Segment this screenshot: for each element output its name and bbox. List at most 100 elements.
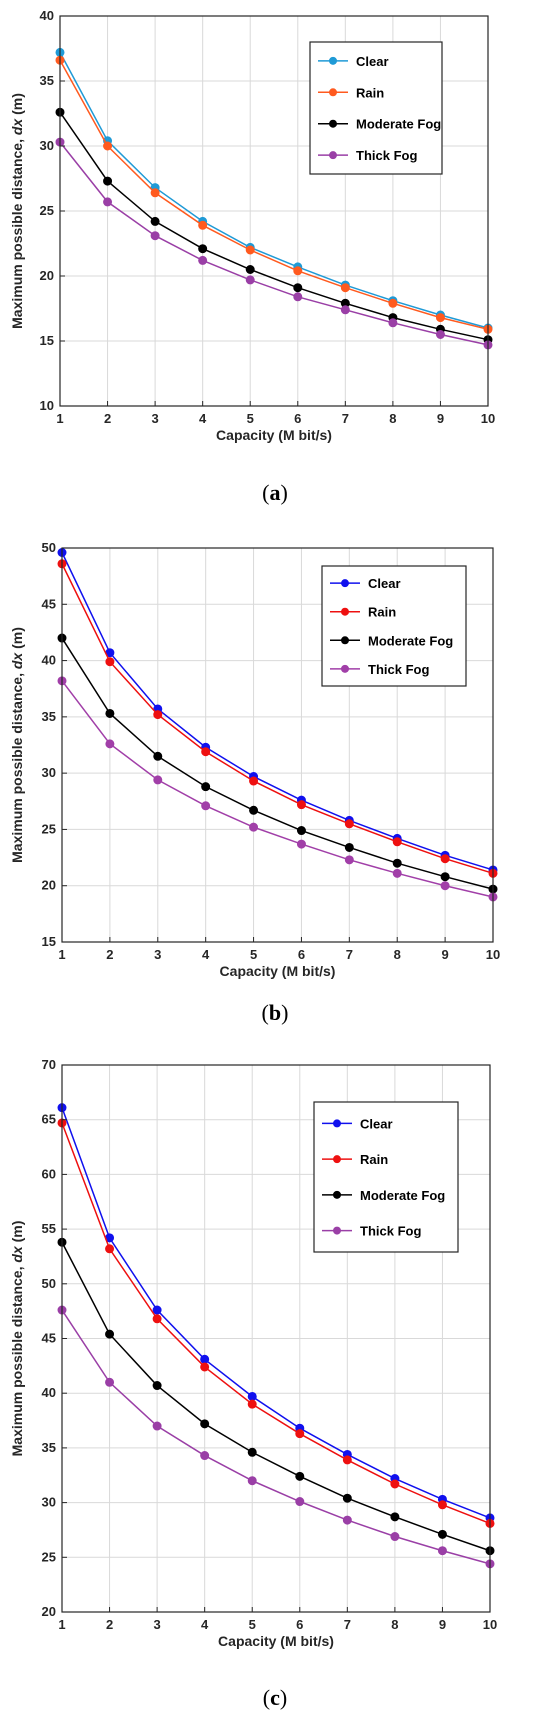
data-point xyxy=(201,801,211,811)
data-point xyxy=(249,805,259,815)
y-tick-label: 15 xyxy=(40,333,54,348)
data-point xyxy=(103,176,113,186)
data-point xyxy=(296,839,306,849)
data-point xyxy=(293,283,303,293)
series-line-clear xyxy=(61,552,494,871)
x-tick-label: 6 xyxy=(294,411,301,426)
y-tick-label: 60 xyxy=(42,1166,56,1181)
data-point xyxy=(200,1419,210,1429)
data-point xyxy=(344,842,354,852)
data-point xyxy=(390,1479,400,1489)
caption-a: (a) xyxy=(262,480,288,505)
chart-a: 1 2 3 4 5 6 7 8 9 10 10 15 20 25 30 35 40 Capacity (M bit… xyxy=(9,8,495,443)
x-tick-label: 7 xyxy=(342,411,349,426)
x-tick-label: 5 xyxy=(250,947,257,962)
y-tick-label: 30 xyxy=(40,138,54,153)
data-point xyxy=(296,800,306,810)
caption-c: (c) xyxy=(262,1685,288,1710)
x-tick-label: 1 xyxy=(58,947,65,962)
x-tick-label: 6 xyxy=(296,1617,303,1632)
x-tick-label: 8 xyxy=(391,1617,398,1632)
data-point xyxy=(390,1512,400,1522)
series-line-rain xyxy=(61,563,494,875)
y-tick-label: 25 xyxy=(42,1549,56,1564)
data-point xyxy=(295,1497,305,1507)
legend-marker xyxy=(341,579,349,588)
x-axis-label: Capacity (M bit/s) xyxy=(218,1633,334,1649)
y-tick-label: 10 xyxy=(40,398,54,413)
legend-marker xyxy=(329,56,337,65)
data-point xyxy=(105,708,115,718)
series-line-thick-fog xyxy=(61,680,494,898)
data-point xyxy=(153,775,163,785)
data-point xyxy=(201,747,211,757)
x-tick-label: 1 xyxy=(56,411,63,426)
legend-label: Clear xyxy=(368,576,401,591)
y-tick-label: 45 xyxy=(42,596,56,611)
data-point xyxy=(440,854,450,864)
series-line-moderate-fog xyxy=(61,637,494,890)
x-tick-label: 6 xyxy=(298,947,305,962)
y-axis-label: Maximum possible distance, dx (m) xyxy=(9,1221,25,1457)
x-tick-label: 10 xyxy=(483,1617,497,1632)
data-point xyxy=(153,751,163,761)
legend-label: Thick Fog xyxy=(368,662,429,677)
x-tick-label: 7 xyxy=(344,1617,351,1632)
data-point xyxy=(342,1515,352,1525)
x-tick-label: 8 xyxy=(394,947,401,962)
y-axis-label: Maximum possible distance, dx (m) xyxy=(9,627,25,863)
data-point xyxy=(152,1314,162,1324)
data-point xyxy=(103,141,113,151)
x-tick-label: 2 xyxy=(106,1617,113,1632)
x-tick-label: 4 xyxy=(201,1617,209,1632)
legend-marker xyxy=(341,607,349,616)
data-point xyxy=(245,275,255,285)
legend-marker xyxy=(333,1155,341,1164)
data-point xyxy=(437,1500,447,1510)
legend-label: Thick Fog xyxy=(356,148,417,163)
series-line-moderate-fog xyxy=(59,111,489,341)
data-point xyxy=(153,710,163,720)
x-axis-label: Capacity (M bit/s) xyxy=(216,427,332,443)
caption-b: (b) xyxy=(261,1000,289,1025)
x-tick-label: 3 xyxy=(154,947,161,962)
series-line-rain xyxy=(59,59,489,331)
data-point xyxy=(152,1421,162,1431)
data-point xyxy=(390,1532,400,1542)
y-tick-label: 40 xyxy=(40,8,54,23)
x-tick-label: 10 xyxy=(481,411,495,426)
data-point xyxy=(200,1451,210,1461)
x-tick-label: 2 xyxy=(106,947,113,962)
y-tick-label: 55 xyxy=(42,1221,56,1236)
data-point xyxy=(344,855,354,865)
legend-label: Thick Fog xyxy=(360,1224,421,1239)
data-point xyxy=(247,1391,257,1401)
data-point xyxy=(152,1305,162,1315)
y-tick-label: 20 xyxy=(40,268,54,283)
data-point xyxy=(296,826,306,836)
data-point xyxy=(247,1476,257,1486)
data-point xyxy=(247,1399,257,1409)
data-point xyxy=(200,1354,210,1364)
x-tick-label: 3 xyxy=(153,1617,160,1632)
x-tick-label: 2 xyxy=(104,411,111,426)
data-point xyxy=(295,1471,305,1481)
x-tick-label: 8 xyxy=(389,411,396,426)
data-point xyxy=(435,330,445,339)
data-point xyxy=(392,837,402,847)
legend-marker xyxy=(333,1226,341,1235)
data-point xyxy=(342,1493,352,1503)
data-point xyxy=(437,1546,447,1556)
y-tick-label: 70 xyxy=(42,1057,56,1072)
data-point xyxy=(392,858,402,868)
data-point xyxy=(340,305,350,315)
data-point xyxy=(245,245,255,255)
legend-marker xyxy=(329,88,337,97)
y-tick-label: 35 xyxy=(40,73,54,88)
y-tick-label: 40 xyxy=(42,653,56,668)
legend-marker xyxy=(329,151,337,160)
data-point xyxy=(249,822,259,832)
x-tick-label: 9 xyxy=(437,411,444,426)
x-axis-label: Capacity (M bit/s) xyxy=(220,963,336,979)
